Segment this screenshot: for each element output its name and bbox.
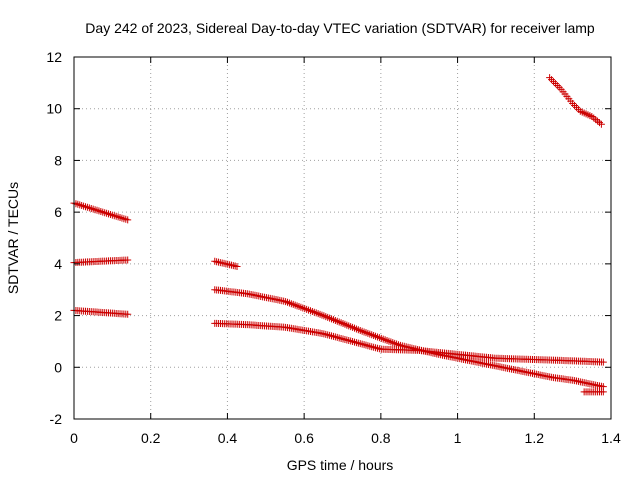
data-point xyxy=(124,216,132,224)
data-markers xyxy=(70,74,607,396)
x-tick-label: 0.4 xyxy=(218,430,238,446)
x-tick-label: 1 xyxy=(454,430,462,446)
y-tick-label: 0 xyxy=(54,359,62,375)
y-tick-label: -2 xyxy=(50,411,63,427)
x-tick-label: 0.8 xyxy=(371,430,391,446)
data-point xyxy=(599,388,607,396)
x-tick-label: 0.6 xyxy=(294,430,314,446)
data-point xyxy=(233,262,241,270)
y-tick-label: 4 xyxy=(54,256,62,272)
series-arc-7 xyxy=(580,388,607,396)
data-point xyxy=(597,120,605,128)
series-arc-2 xyxy=(70,256,132,267)
data-point xyxy=(599,358,607,366)
y-axis-title: SDTVAR / TECUs xyxy=(5,182,21,294)
series-arc-6 xyxy=(211,319,607,366)
x-tick-label: 0 xyxy=(70,430,78,446)
y-tick-label: 10 xyxy=(46,101,62,117)
plot-frame xyxy=(73,56,612,420)
y-tick-labels: -2 0 2 4 6 8 10 12 xyxy=(46,49,62,427)
series-arc-4 xyxy=(211,257,241,270)
grid xyxy=(74,57,611,419)
x-tick-label: 1.2 xyxy=(525,430,545,446)
x-tick-labels: 0 0.2 0.4 0.6 0.8 1 1.2 1.4 xyxy=(70,430,621,446)
chart-title: Day 242 of 2023, Sidereal Day-to-day VTE… xyxy=(85,20,595,36)
data-point xyxy=(124,256,132,264)
y-tick-label: 6 xyxy=(54,204,62,220)
x-axis-title: GPS time / hours xyxy=(287,457,394,473)
axis-ticks xyxy=(73,56,612,420)
series-arc-8 xyxy=(546,74,605,128)
x-tick-label: 0.2 xyxy=(141,430,161,446)
x-tick-label: 1.4 xyxy=(601,430,621,446)
y-tick-label: 2 xyxy=(54,308,62,324)
series-arc-1 xyxy=(70,199,132,224)
y-tick-label: 8 xyxy=(54,152,62,168)
y-tick-label: 12 xyxy=(46,49,62,65)
data-point xyxy=(124,310,132,318)
